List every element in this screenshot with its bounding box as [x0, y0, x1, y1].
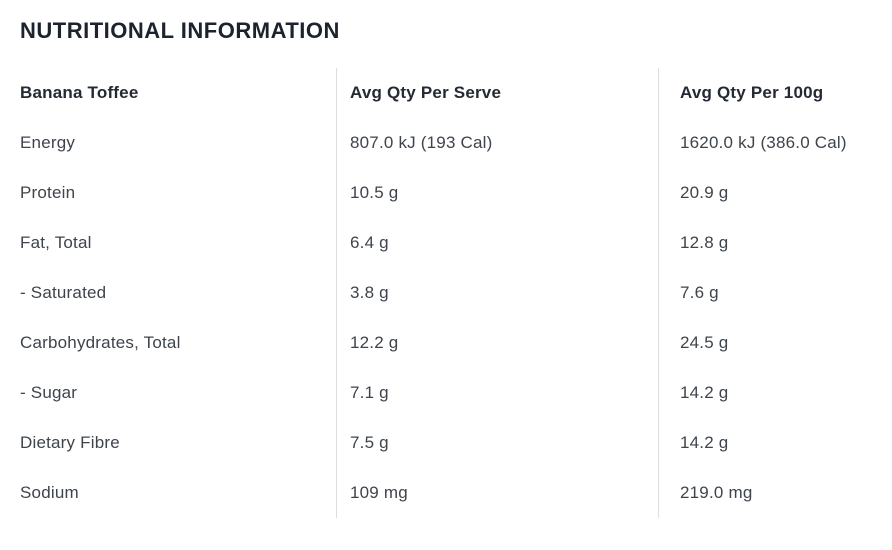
row-label: - Saturated: [20, 283, 107, 302]
value-per-100g: 7.6 g: [658, 268, 872, 318]
table-row: Energy 807.0 kJ (193 Cal) 1620.0 kJ (386…: [20, 118, 872, 168]
row-label: Fat, Total: [20, 233, 92, 252]
column-header-product: Banana Toffee: [20, 83, 139, 102]
value-per-serve: 3.8 g: [336, 268, 658, 318]
value-per-serve: 6.4 g: [336, 218, 658, 268]
row-label: Protein: [20, 183, 76, 202]
table-row: Dietary Fibre 7.5 g 14.2 g: [20, 418, 872, 468]
value-per-serve: 807.0 kJ (193 Cal): [336, 118, 658, 168]
value-per-serve: 10.5 g: [336, 168, 658, 218]
value-per-100g: 219.0 mg: [658, 468, 872, 518]
nutrition-table: Banana Toffee Avg Qty Per Serve Avg Qty …: [20, 68, 872, 518]
table-row: Fat, Total 6.4 g 12.8 g: [20, 218, 872, 268]
value-per-serve: 7.1 g: [336, 368, 658, 418]
value-per-100g: 12.8 g: [658, 218, 872, 268]
column-header-per-serve: Avg Qty Per Serve: [336, 68, 658, 118]
nutrition-panel: NUTRITIONAL INFORMATION Banana Toffee Av…: [20, 18, 872, 518]
value-per-100g: 14.2 g: [658, 368, 872, 418]
table-header-row: Banana Toffee Avg Qty Per Serve Avg Qty …: [20, 68, 872, 118]
value-per-100g: 24.5 g: [658, 318, 872, 368]
table-row: Sodium 109 mg 219.0 mg: [20, 468, 872, 518]
row-label: Carbohydrates, Total: [20, 333, 181, 352]
value-per-serve: 7.5 g: [336, 418, 658, 468]
column-header-per-100g: Avg Qty Per 100g: [658, 68, 872, 118]
value-per-serve: 12.2 g: [336, 318, 658, 368]
value-per-100g: 14.2 g: [658, 418, 872, 468]
table-row: - Sugar 7.1 g 14.2 g: [20, 368, 872, 418]
table-row: Carbohydrates, Total 12.2 g 24.5 g: [20, 318, 872, 368]
row-label: Energy: [20, 133, 76, 152]
table-row: Protein 10.5 g 20.9 g: [20, 168, 872, 218]
value-per-100g: 1620.0 kJ (386.0 Cal): [658, 118, 872, 168]
table-row: - Saturated 3.8 g 7.6 g: [20, 268, 872, 318]
value-per-100g: 20.9 g: [658, 168, 872, 218]
row-label: Dietary Fibre: [20, 433, 120, 452]
row-label: - Sugar: [20, 383, 78, 402]
page-title: NUTRITIONAL INFORMATION: [20, 18, 340, 43]
value-per-serve: 109 mg: [336, 468, 658, 518]
row-label: Sodium: [20, 483, 79, 502]
